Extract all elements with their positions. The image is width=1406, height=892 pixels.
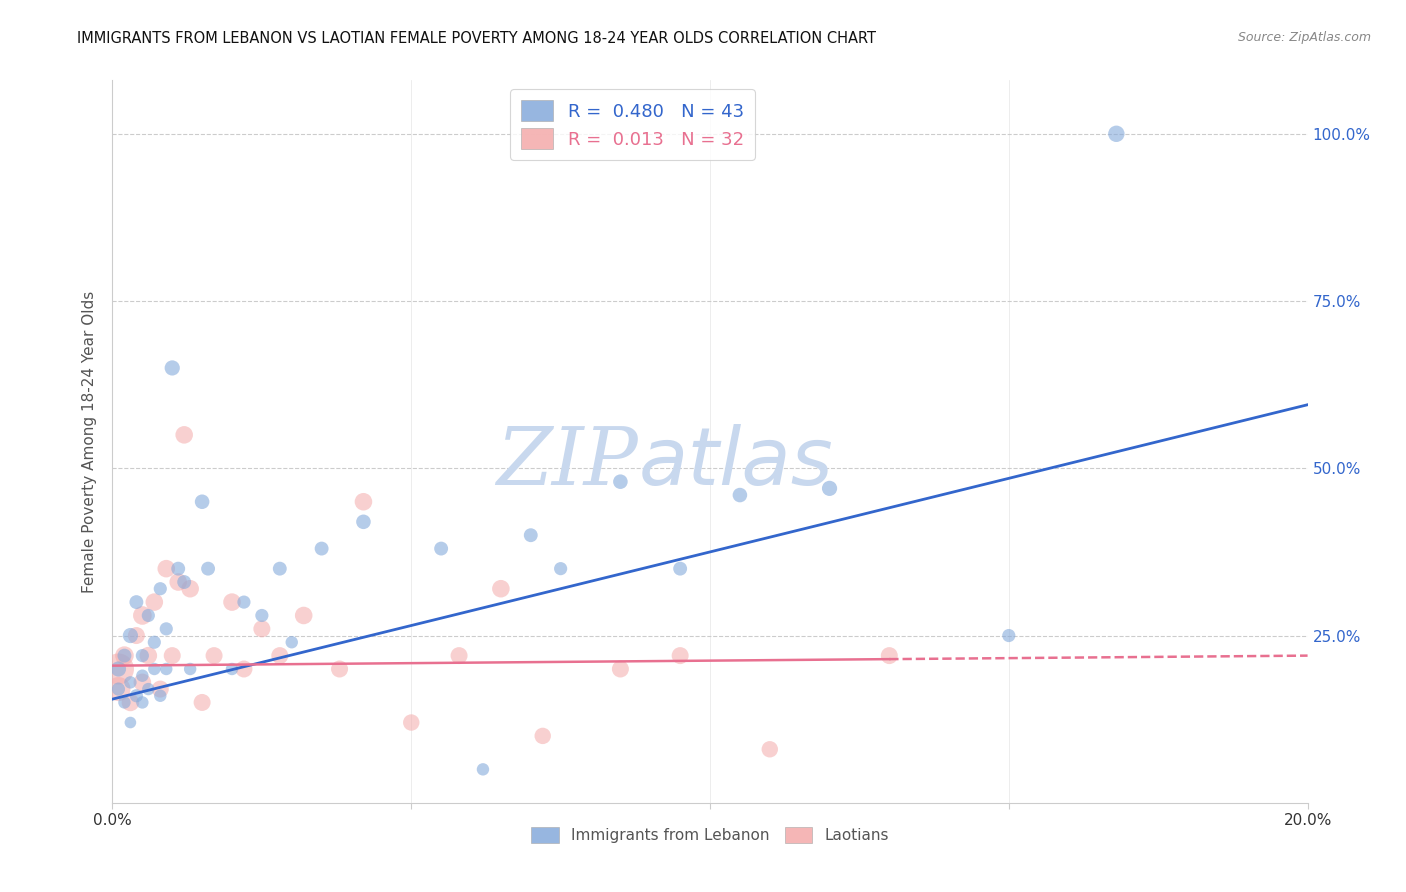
Point	[531, 729, 554, 743]
Point	[162, 361, 183, 376]
Point	[759, 742, 782, 756]
Point	[173, 575, 195, 590]
Point	[269, 648, 291, 663]
Point	[489, 582, 512, 596]
Point	[401, 715, 423, 730]
Point	[173, 427, 195, 442]
Point	[191, 696, 214, 710]
Point	[281, 635, 304, 649]
Point	[167, 575, 190, 590]
Text: atlas: atlas	[638, 425, 834, 502]
Point	[125, 628, 148, 642]
Point	[143, 635, 166, 649]
Point	[669, 648, 692, 663]
Point	[138, 681, 160, 696]
Point	[107, 662, 129, 676]
Point	[250, 608, 273, 623]
Point	[107, 681, 129, 696]
Point	[202, 648, 225, 663]
Point	[107, 681, 129, 696]
Point	[353, 515, 375, 529]
Point	[353, 494, 375, 508]
Point	[311, 541, 333, 556]
Point	[107, 662, 129, 676]
Point	[167, 562, 190, 576]
Legend: Immigrants from Lebanon, Laotians: Immigrants from Lebanon, Laotians	[524, 822, 896, 849]
Point	[143, 662, 166, 676]
Point	[550, 562, 572, 576]
Point	[998, 628, 1021, 642]
Point	[131, 696, 153, 710]
Point	[669, 562, 692, 576]
Point	[1105, 127, 1128, 141]
Point	[125, 689, 148, 703]
Point	[143, 595, 166, 609]
Point	[449, 648, 471, 663]
Text: IMMIGRANTS FROM LEBANON VS LAOTIAN FEMALE POVERTY AMONG 18-24 YEAR OLDS CORRELAT: IMMIGRANTS FROM LEBANON VS LAOTIAN FEMAL…	[77, 31, 876, 46]
Point	[131, 675, 153, 690]
Point	[292, 608, 315, 623]
Text: Source: ZipAtlas.com: Source: ZipAtlas.com	[1237, 31, 1371, 45]
Point	[114, 696, 135, 710]
Point	[155, 562, 177, 576]
Point	[162, 648, 183, 663]
Point	[155, 662, 177, 676]
Point	[179, 662, 201, 676]
Point	[221, 595, 243, 609]
Point	[197, 562, 219, 576]
Point	[472, 762, 495, 776]
Point	[120, 675, 142, 690]
Point	[329, 662, 352, 676]
Point	[609, 662, 631, 676]
Point	[120, 696, 142, 710]
Point	[131, 608, 153, 623]
Point	[221, 662, 243, 676]
Point	[609, 475, 631, 489]
Point	[149, 681, 172, 696]
Point	[138, 648, 160, 663]
Point	[131, 669, 153, 683]
Point	[233, 662, 256, 676]
Point	[179, 582, 201, 596]
Point	[131, 648, 153, 663]
Point	[233, 595, 256, 609]
Point	[120, 715, 142, 730]
Point	[125, 595, 148, 609]
Point	[120, 628, 142, 642]
Point	[155, 622, 177, 636]
Point	[430, 541, 453, 556]
Point	[879, 648, 901, 663]
Point	[149, 689, 172, 703]
Point	[250, 622, 273, 636]
Text: ZIP: ZIP	[496, 425, 638, 502]
Point	[818, 482, 841, 496]
Point	[728, 488, 751, 502]
Point	[269, 562, 291, 576]
Point	[114, 648, 135, 663]
Y-axis label: Female Poverty Among 18-24 Year Olds: Female Poverty Among 18-24 Year Olds	[82, 291, 97, 592]
Point	[191, 494, 214, 508]
Point	[114, 648, 135, 663]
Point	[138, 608, 160, 623]
Point	[520, 528, 543, 542]
Point	[149, 582, 172, 596]
